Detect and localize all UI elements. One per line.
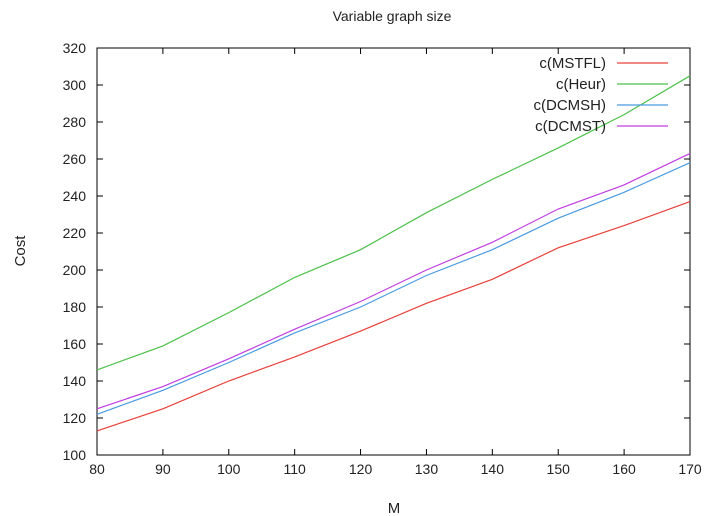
x-tick-label: 150 bbox=[547, 461, 571, 477]
x-tick-label: 140 bbox=[481, 461, 505, 477]
y-tick-label: 180 bbox=[63, 299, 87, 315]
x-tick-label: 170 bbox=[678, 461, 702, 477]
series-line-2 bbox=[96, 75, 691, 371]
chart-title: Variable graph size bbox=[333, 8, 452, 24]
series-line-1 bbox=[96, 201, 691, 432]
y-tick-label: 120 bbox=[63, 410, 87, 426]
y-tick-label: 300 bbox=[63, 77, 87, 93]
x-tick-label: 80 bbox=[89, 461, 105, 477]
legend-label: c(Heur) bbox=[556, 76, 606, 93]
y-axis: 100 120 140 160 180 200 220 240 260 280 300 320 bbox=[63, 40, 690, 463]
legend-label: c(DCMST) bbox=[535, 118, 606, 135]
y-tick-label: 160 bbox=[63, 336, 87, 352]
x-axis-label: M bbox=[388, 500, 401, 516]
y-tick-label: 280 bbox=[63, 114, 87, 130]
x-tick-label: 130 bbox=[415, 461, 439, 477]
y-tick-label: 200 bbox=[63, 262, 87, 278]
x-tick-label: 160 bbox=[612, 461, 636, 477]
y-tick-label: 260 bbox=[63, 151, 87, 167]
y-tick-label: 100 bbox=[63, 447, 87, 463]
legend-label: c(DCMSH) bbox=[534, 97, 607, 114]
y-tick-label: 320 bbox=[63, 40, 87, 56]
series-line-4 bbox=[96, 152, 691, 410]
y-tick-label: 220 bbox=[63, 225, 87, 241]
legend-label: c(MSTFL) bbox=[539, 55, 606, 72]
plot-area-frame bbox=[96, 47, 691, 456]
y-tick-label: 140 bbox=[63, 373, 87, 389]
x-tick-label: 120 bbox=[349, 461, 373, 477]
y-axis-label: Cost bbox=[12, 235, 29, 267]
legend: c(MSTFL) c(Heur) c(DCMSH) c(DCMST) bbox=[534, 55, 668, 135]
x-tick-label: 100 bbox=[217, 461, 241, 477]
x-tick-label: 110 bbox=[284, 461, 307, 477]
series-line-3 bbox=[96, 162, 691, 415]
x-tick-label: 90 bbox=[155, 461, 171, 477]
y-tick-label: 240 bbox=[63, 188, 87, 204]
x-axis: 80 90 100 110 120 130 140 150 160 170 bbox=[89, 48, 702, 477]
series-lines bbox=[96, 75, 691, 432]
